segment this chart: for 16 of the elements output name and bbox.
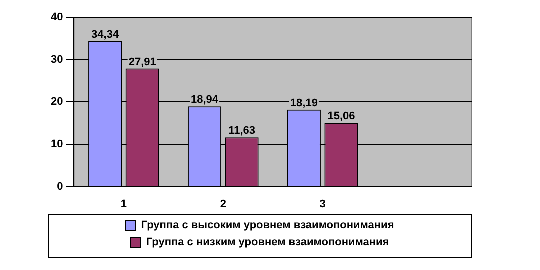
data-label: 34,34 bbox=[92, 29, 120, 42]
y-tick-label: 40 bbox=[50, 12, 64, 24]
data-label: 11,63 bbox=[228, 125, 256, 138]
legend-label: Группа с высоким уровнем взаимопонимания bbox=[141, 220, 394, 232]
y-tick-label: 20 bbox=[50, 96, 64, 108]
data-label: 15,06 bbox=[328, 110, 356, 123]
y-tick-label: 30 bbox=[50, 54, 64, 66]
x-tick-label: 3 bbox=[320, 198, 326, 210]
y-tick-label: 10 bbox=[50, 138, 64, 151]
y-tick-label: 0 bbox=[57, 180, 64, 193]
data-label: 18,94 bbox=[190, 94, 220, 106]
data-label: 27,91 bbox=[128, 56, 156, 68]
legend-label: Группа с низким уровнем взаимопонимания bbox=[146, 236, 390, 249]
data-label: 18,19 bbox=[290, 97, 318, 110]
x-tick-label: 2 bbox=[220, 198, 226, 210]
x-tick-label: 1 bbox=[120, 198, 128, 210]
